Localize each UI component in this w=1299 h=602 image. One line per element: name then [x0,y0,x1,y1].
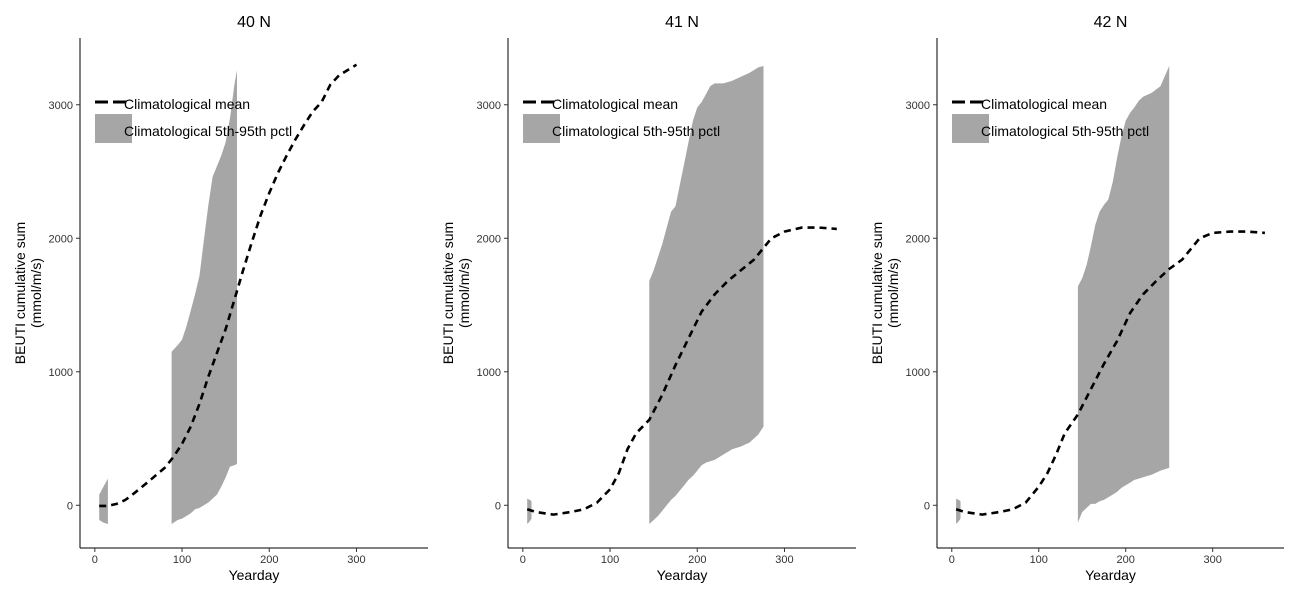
x-tick-label: 0 [520,554,526,566]
y-tick-label: 2000 [49,233,73,245]
legend: Climatological mean Climatological 5th-95… [523,96,720,143]
x-tick-label: 100 [1030,554,1048,566]
y-tick-label: 0 [924,500,930,512]
x-tick-label: 100 [173,554,191,566]
legend-band-label: Climatological 5th-95th pctl [981,123,1149,139]
x-axis-title: Yearday [229,567,280,583]
legend-band-key [523,114,560,143]
chart-panel-3: 42 N0 100 200 3000100020003000YeardayBEUTI … [869,14,1284,583]
legend-mean-label: Climatological mean [124,96,250,112]
y-tick-label: 2000 [906,233,930,245]
x-axis-title: Yearday [1085,567,1136,583]
panel-title: 40 N [237,14,271,31]
panel-title: 41 N [665,14,699,31]
chart-panel-2: 41 N0 100 200 3000100020003000YeardayBEUTI … [440,14,856,583]
x-axis-title: Yearday [657,567,708,583]
y-tick-label: 2000 [477,233,501,245]
x-tick-label: 0 [92,554,98,566]
y-tick-label: 1000 [49,367,73,379]
x-tick-label: 300 [775,554,793,566]
y-tick-label: 3000 [906,100,930,112]
x-tick-label: 200 [688,554,706,566]
y-axis-title: BEUTI cumulative sum(mmol/m/s) [869,222,901,364]
legend-band-label: Climatological 5th-95th pctl [552,123,720,139]
percentile-band-segment-2 [649,66,764,524]
y-axis-title-line: BEUTI cumulative sum [869,222,885,364]
y-tick-label: 0 [67,500,73,512]
y-tick-label: 1000 [477,367,501,379]
legend-band-key [95,114,132,143]
climatological-mean-line [99,63,358,508]
legend-band-key [952,114,989,143]
legend-band-label: Climatological 5th-95th pctl [124,123,292,139]
y-tick-label: 3000 [477,100,501,112]
percentile-band-segment-2 [1077,66,1170,523]
y-axis-title-line: (mmol/m/s) [885,258,901,328]
y-axis-title-line: (mmol/m/s) [456,258,472,328]
legend: Climatological mean Climatological 5th-95… [952,96,1149,143]
y-tick-label: 3000 [49,100,73,112]
percentile-band-segment-2 [171,70,237,524]
y-axis-title-line: (mmol/m/s) [28,258,44,328]
chart-panel-1: 40 N0 100 200 3000100020003000YeardayBEUTI … [12,14,428,583]
y-axis-title: BEUTI cumulative sum(mmol/m/s) [12,222,44,364]
y-axis-title-line: BEUTI cumulative sum [440,222,456,364]
x-tick-label: 200 [1117,554,1135,566]
x-tick-label: 300 [1204,554,1222,566]
climatological-mean-line [955,230,1265,516]
legend-mean-label: Climatological mean [552,96,678,112]
y-axis-title-line: BEUTI cumulative sum [12,222,28,364]
legend: Climatological mean Climatological 5th-95… [95,96,292,143]
percentile-band-segment-1 [99,478,108,524]
legend-mean-label: Climatological mean [981,96,1107,112]
panel-title: 42 N [1094,14,1128,31]
x-tick-label: 200 [260,554,278,566]
y-axis-title: BEUTI cumulative sum(mmol/m/s) [440,222,472,364]
climatological-mean-line [526,226,837,516]
y-tick-label: 0 [495,500,501,512]
x-tick-label: 300 [347,554,365,566]
x-tick-label: 0 [949,554,955,566]
y-tick-label: 1000 [906,367,930,379]
x-tick-label: 100 [601,554,619,566]
